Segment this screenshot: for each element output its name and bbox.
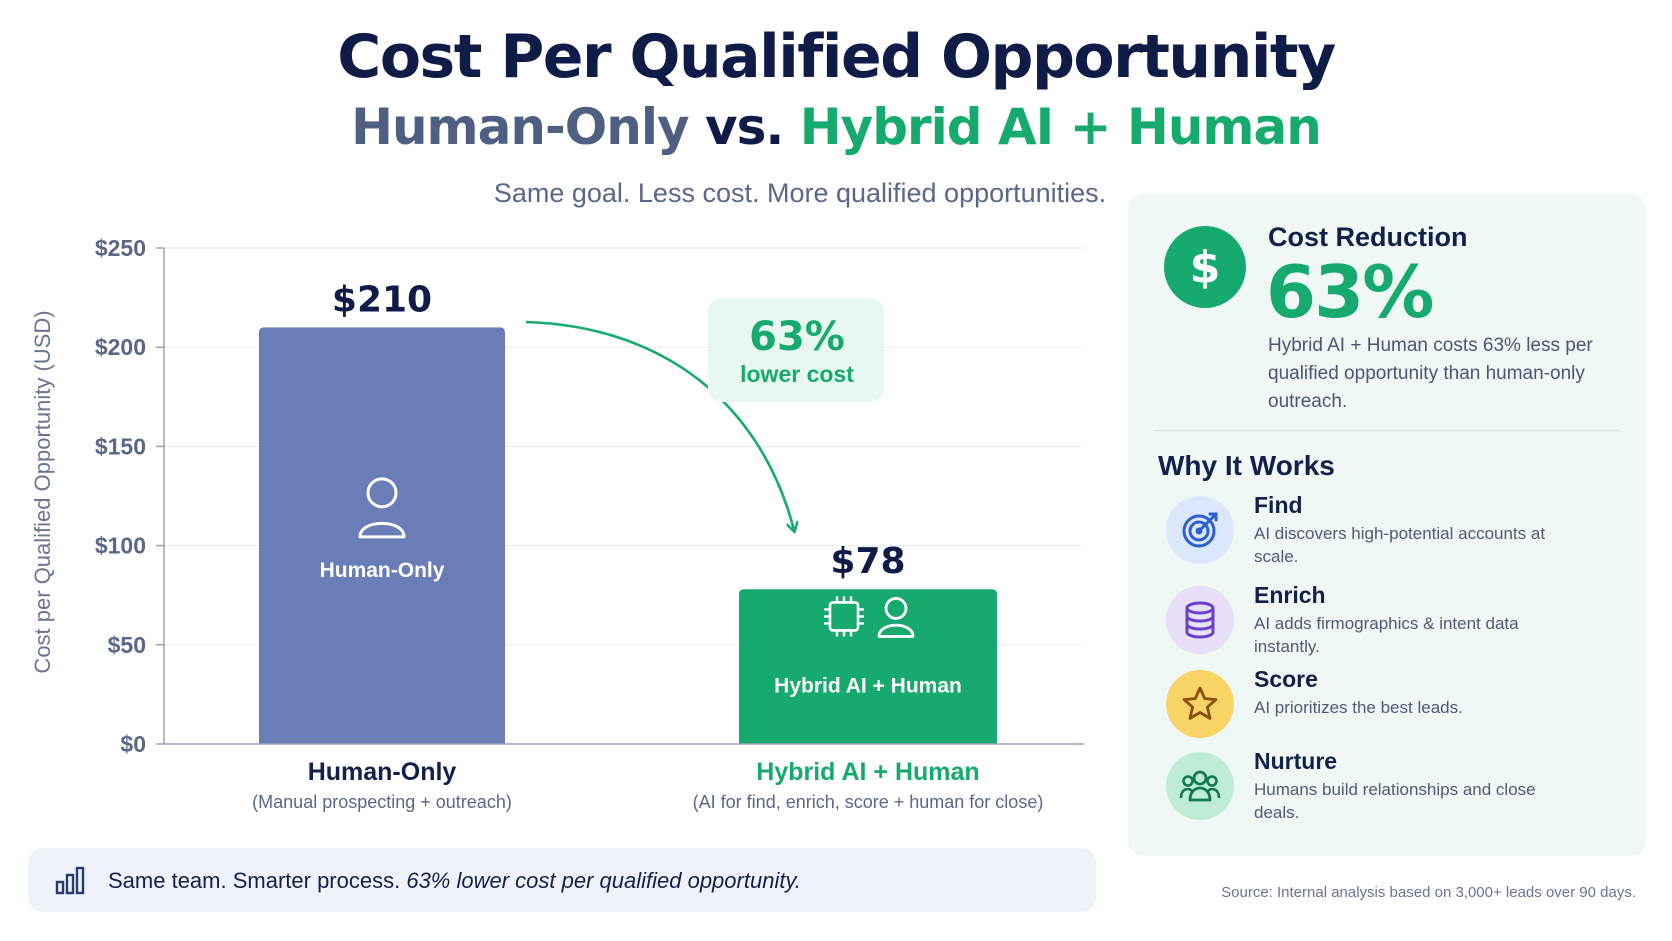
subtitle-human-only: Human-Only xyxy=(351,98,689,156)
y-tick-label: $50 xyxy=(108,632,146,658)
cost-reduction-description: Hybrid AI + Human costs 63% less per qua… xyxy=(1268,335,1593,412)
reduction-arrow xyxy=(525,320,794,530)
why-it-works-title: Why It Works xyxy=(1158,450,1335,481)
dollar-icon: $ xyxy=(1164,226,1246,308)
callout-text: lower cost xyxy=(740,361,854,387)
x-category-sublabel: (Manual prospecting + outreach) xyxy=(252,792,512,812)
cost-bar-chart: $0 $50 $100 $150 $200 $250 Cost per Qualified… xyxy=(30,235,1084,812)
cost-reduction-title: Cost Reduction xyxy=(1268,222,1468,252)
ai-chip-person-icon xyxy=(824,596,915,638)
bar-value-label: $210 xyxy=(332,279,432,320)
bar-inner-label: Hybrid AI + Human xyxy=(774,674,962,697)
bar-hybrid xyxy=(739,589,997,744)
panel-divider xyxy=(1154,430,1620,431)
subtitle-hybrid: Hybrid AI + Human xyxy=(799,98,1322,156)
star-icon xyxy=(1166,670,1234,738)
page-subtitle: Human-Only vs. Hybrid AI + Human xyxy=(0,98,1672,156)
x-category-sublabel: (AI for find, enrich, score + human for … xyxy=(693,792,1044,812)
step-title: Nurture xyxy=(1254,748,1338,774)
summary-bar: Same team. Smarter process. 63% lower co… xyxy=(28,848,1096,912)
summary-text: Same team. Smarter process. 63% lower co… xyxy=(108,868,801,894)
step-title: Enrich xyxy=(1254,582,1326,608)
step-description: Humans build relationships and close dea… xyxy=(1254,780,1536,822)
database-icon xyxy=(1166,586,1234,654)
tagline: Same goal. Less cost. More qualified opp… xyxy=(493,178,1107,208)
step-description: AI adds firmographics & intent data inst… xyxy=(1254,614,1519,656)
callout-value: 63% xyxy=(749,314,845,360)
source-note: Source: Internal analysis based on 3,000… xyxy=(1221,884,1636,901)
step-description: AI discovers high-potential accounts at … xyxy=(1254,524,1546,566)
bar-chart-icon xyxy=(54,864,86,901)
step-description: AI prioritizes the best leads. xyxy=(1254,698,1463,717)
x-category-label: Hybrid AI + Human xyxy=(756,758,979,786)
y-tick-label: $150 xyxy=(95,433,146,459)
cost-reduction-value: 63% xyxy=(1266,250,1434,334)
y-tick-label: $200 xyxy=(95,334,146,360)
page-title: Cost Per Qualified Opportunity xyxy=(337,22,1336,92)
bar-inner-label: Human-Only xyxy=(320,559,445,582)
summary-prefix: Same team. Smarter process. xyxy=(108,868,407,893)
y-tick-label: $100 xyxy=(95,533,146,559)
target-icon xyxy=(1166,496,1234,564)
summary-emphasis: 63% lower cost per qualified opportunity… xyxy=(406,868,801,893)
x-category-label: Human-Only xyxy=(308,758,457,786)
step-title: Score xyxy=(1254,666,1318,692)
insights-panel: $ Cost Reduction 63% Hybrid AI + Human c… xyxy=(1128,194,1646,856)
y-tick-label: $0 xyxy=(120,731,146,757)
reduction-callout: 63% lower cost xyxy=(708,298,884,402)
y-axis-label: Cost per Qualified Opportunity (USD) xyxy=(30,310,55,673)
people-icon xyxy=(1166,752,1234,820)
y-tick-label: $250 xyxy=(95,235,146,261)
subtitle-vs: vs. xyxy=(688,98,800,156)
person-icon xyxy=(358,477,406,539)
bar-value-label: $78 xyxy=(830,541,905,582)
step-title: Find xyxy=(1254,492,1303,518)
